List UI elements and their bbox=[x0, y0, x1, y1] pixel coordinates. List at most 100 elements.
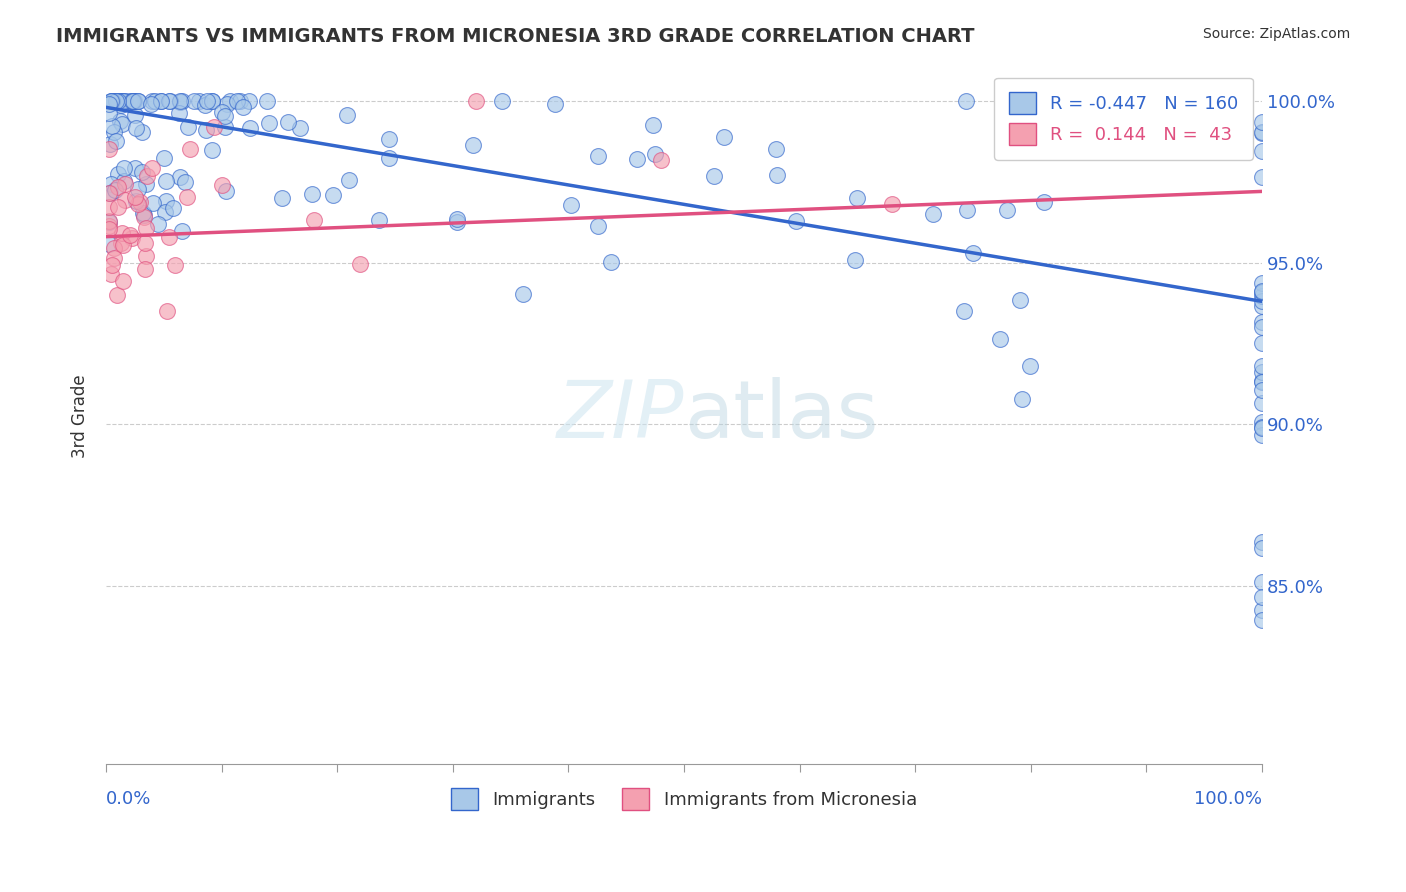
Point bbox=[1251, 420, 1274, 434]
Point bbox=[104, 183, 127, 197]
Point bbox=[201, 94, 224, 108]
Point bbox=[100, 177, 122, 191]
Point bbox=[765, 142, 787, 156]
Point bbox=[107, 167, 129, 181]
Point bbox=[1251, 613, 1274, 627]
Point bbox=[162, 201, 184, 215]
Point bbox=[103, 94, 125, 108]
Point bbox=[922, 207, 945, 221]
Point bbox=[143, 94, 166, 108]
Point bbox=[103, 125, 125, 139]
Point bbox=[377, 131, 399, 145]
Point bbox=[257, 116, 280, 130]
Point bbox=[785, 214, 807, 228]
Point bbox=[1251, 320, 1274, 334]
Point bbox=[880, 196, 903, 211]
Point bbox=[1251, 284, 1274, 298]
Point bbox=[703, 169, 725, 183]
Point bbox=[111, 94, 134, 108]
Point bbox=[1251, 114, 1274, 128]
Point bbox=[713, 130, 735, 145]
Point bbox=[111, 94, 134, 108]
Point bbox=[103, 241, 125, 255]
Point bbox=[101, 119, 124, 133]
Point bbox=[586, 149, 609, 163]
Point bbox=[157, 94, 180, 108]
Point bbox=[155, 204, 177, 219]
Point bbox=[121, 94, 143, 108]
Point bbox=[367, 213, 389, 227]
Point bbox=[586, 219, 609, 234]
Point bbox=[1010, 293, 1032, 308]
Point bbox=[120, 94, 142, 108]
Point bbox=[98, 214, 121, 228]
Point bbox=[1251, 603, 1274, 617]
Point bbox=[464, 94, 486, 108]
Point bbox=[626, 152, 648, 166]
Point bbox=[167, 105, 190, 120]
Point bbox=[100, 258, 122, 272]
Point bbox=[124, 108, 146, 122]
Point bbox=[131, 125, 153, 139]
Point bbox=[1251, 288, 1274, 302]
Point bbox=[132, 210, 155, 224]
Point bbox=[98, 215, 121, 229]
Legend: Immigrants, Immigrants from Micronesia: Immigrants, Immigrants from Micronesia bbox=[436, 773, 932, 824]
Point bbox=[100, 267, 122, 281]
Point bbox=[1251, 396, 1274, 410]
Point bbox=[112, 161, 135, 176]
Point bbox=[114, 193, 136, 207]
Point bbox=[1251, 427, 1274, 442]
Point bbox=[135, 220, 157, 235]
Point bbox=[339, 172, 361, 186]
Point bbox=[169, 95, 191, 109]
Point bbox=[1251, 375, 1274, 389]
Point bbox=[174, 175, 197, 189]
Point bbox=[202, 120, 225, 134]
Point bbox=[1251, 293, 1274, 308]
Point bbox=[302, 213, 325, 227]
Point bbox=[641, 118, 664, 132]
Point bbox=[1251, 541, 1274, 555]
Point bbox=[1251, 415, 1274, 429]
Point bbox=[1251, 365, 1274, 379]
Point bbox=[239, 121, 262, 136]
Point bbox=[105, 288, 128, 302]
Point bbox=[1251, 276, 1274, 290]
Point bbox=[194, 98, 217, 112]
Point bbox=[112, 275, 135, 289]
Point bbox=[165, 258, 187, 272]
Point bbox=[124, 189, 146, 203]
Point bbox=[211, 178, 233, 192]
Point bbox=[98, 136, 121, 151]
Point bbox=[104, 94, 127, 108]
Point bbox=[211, 105, 233, 120]
Point bbox=[1018, 359, 1040, 373]
Point bbox=[139, 97, 162, 112]
Point bbox=[141, 94, 163, 108]
Point bbox=[322, 188, 344, 202]
Point bbox=[1251, 535, 1274, 549]
Point bbox=[98, 106, 121, 120]
Point bbox=[766, 169, 789, 183]
Point bbox=[103, 251, 125, 265]
Point bbox=[955, 203, 977, 218]
Point bbox=[195, 94, 218, 108]
Point bbox=[98, 96, 121, 111]
Point bbox=[228, 94, 250, 108]
Point bbox=[121, 231, 143, 245]
Point bbox=[135, 177, 157, 191]
Point bbox=[125, 121, 148, 136]
Point bbox=[135, 250, 157, 264]
Point bbox=[112, 94, 135, 108]
Text: atlas: atlas bbox=[683, 377, 879, 455]
Point bbox=[128, 195, 150, 210]
Point bbox=[1251, 421, 1274, 435]
Point bbox=[544, 97, 567, 112]
Point bbox=[1251, 336, 1274, 351]
Point bbox=[1251, 285, 1274, 299]
Text: Source: ZipAtlas.com: Source: ZipAtlas.com bbox=[1202, 27, 1350, 41]
Point bbox=[301, 186, 323, 201]
Point bbox=[179, 142, 201, 156]
Point bbox=[1251, 145, 1274, 159]
